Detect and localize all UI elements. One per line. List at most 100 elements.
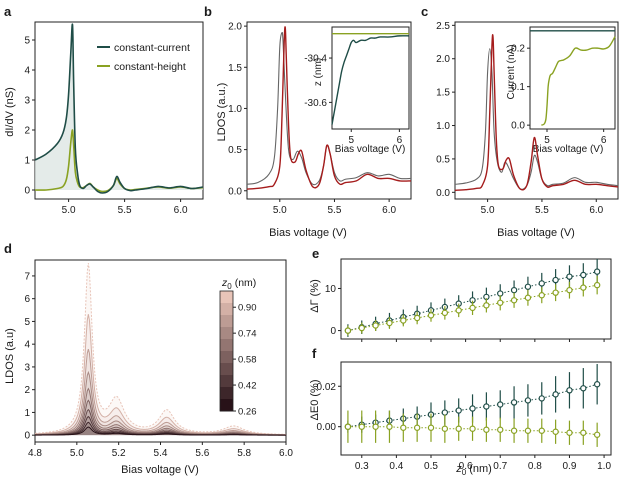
panel-a-xtick-label: 5.0 <box>62 205 76 216</box>
panel-f-point-constant-current <box>524 397 532 404</box>
panel-c-ytick-label: 0.5 <box>436 154 450 165</box>
panel-a-ytick-label: 2 <box>24 126 30 137</box>
colorbar-segment <box>220 375 233 388</box>
colorbar-segment <box>220 315 233 328</box>
panel-f-point-constant-height <box>455 425 462 432</box>
panel-a-ylabel: dI/dV (nS) <box>4 87 16 137</box>
panel-d-ytick-label: 0 <box>24 431 30 442</box>
panel-c-xlabel: Bias voltage (V) <box>497 227 575 239</box>
panel-c-frame <box>454 21 619 200</box>
panel-e-axes: 0 10 <box>325 258 612 342</box>
panel-f-point-constant-height <box>358 423 365 430</box>
colorbar-segment <box>220 327 233 340</box>
panel-f-xtick-label: 1.0 <box>597 461 611 472</box>
panel-f-point-constant-height <box>552 428 559 435</box>
legend-cc-label: constant-current <box>114 42 190 54</box>
panel-e-point-constant-height <box>538 292 545 299</box>
panel-f-point-constant-height <box>469 425 476 432</box>
panel-f-ytick-label: 0.02 <box>317 382 337 393</box>
panel-b-xlabel: Bias voltage (V) <box>269 227 347 239</box>
panel-b-ytick-label: 0.5 <box>228 145 242 156</box>
panel-f-point-constant-height <box>413 424 421 431</box>
panel-f-point-constant-current <box>510 399 518 406</box>
panel-b-line-fit <box>246 26 412 190</box>
panel-a-ytick-label: 4 <box>24 66 30 77</box>
colorbar-segment <box>220 303 233 316</box>
panel-f-xtick-label: 0.5 <box>424 461 438 472</box>
panel-c-inset-ytick-label: 0.0 <box>511 121 525 132</box>
panel-f-point-constant-current <box>455 407 462 414</box>
panel-d-axes: 4.8 5.0 5.2 5.4 5.6 5.8 6.0 0 1 2 3 4 5 6 7 0.90 0.74 0.5… <box>24 259 293 459</box>
legend-ch-label: constant-height <box>114 61 186 73</box>
panel-d-xtick-label: 4.8 <box>28 448 42 459</box>
panel-c-xtick-label: 6.0 <box>589 205 603 216</box>
panel-b-xtick-label: 5.5 <box>328 205 342 216</box>
panel-b-ytick-label: 1.0 <box>228 104 242 115</box>
panel-f-point-constant-current <box>469 405 476 412</box>
panel-f-axes: 0.3 0.4 0.5 0.6 0.7 0.8 0.9 1.0 0.00 0.02 <box>317 361 612 472</box>
panel-c-inset-axes: 5 6 0.0 0.1 0.2 <box>511 26 616 146</box>
panel-b-ylabel: LDOS (a.u.) <box>216 83 228 142</box>
panel-c-xtick-label: 5.5 <box>535 205 549 216</box>
panel-d-ytick-label: 2 <box>24 385 30 396</box>
panel-d-ytick-label: 4 <box>24 340 30 351</box>
panel-c-axes: 5.0 5.5 6.0 0.0 0.5 1.0 1.5 2.0 2.5 <box>436 21 619 216</box>
panel-d-xtick-label: 5.2 <box>112 448 126 459</box>
panel-e-point-constant-height <box>372 322 379 329</box>
panel-f-point-constant-height <box>566 429 573 436</box>
panel-a-ytick-label: 3 <box>24 96 30 107</box>
panel-f-point-constant-current <box>538 395 545 402</box>
panel-d-xtick-label: 5.0 <box>70 448 84 459</box>
colorbar-segment <box>220 339 233 352</box>
inset-b-xlabel: Bias voltage (V) <box>335 144 406 155</box>
panel-e-point-constant-current <box>524 283 532 290</box>
panel-f-point-constant-current <box>593 381 601 388</box>
panel-d-line-z0-0.74 <box>34 370 286 436</box>
panel-d-xtick-label: 5.4 <box>154 448 168 459</box>
inset-c-xlabel: Bias voltage (V) <box>533 144 604 155</box>
panel-e-point-constant-current <box>566 273 573 280</box>
panel-c-xtick-label: 5.0 <box>481 205 495 216</box>
panel-f-point-constant-current <box>497 401 504 408</box>
inset-b-ylabel: z (nm) <box>313 58 324 86</box>
panel-f-xtick-label: 0.9 <box>563 461 577 472</box>
panel-e-ylabel: ΔΓ (%) <box>309 279 321 313</box>
panel-f-ylabel: ΔE0 (%) <box>309 380 321 421</box>
panel-f-point-constant-height <box>580 429 587 436</box>
panel-b-inset-line-constant-current <box>331 35 410 125</box>
panel-letter-a: a <box>4 4 12 19</box>
colorbar-segment <box>220 363 233 376</box>
panel-f-point-constant-height <box>497 426 504 433</box>
colorbar-tick-label: 0.74 <box>238 329 257 340</box>
panel-a-xtick-label: 6.0 <box>174 205 188 216</box>
panel-e-point-constant-height <box>386 319 393 327</box>
panel-e-ytick-label: 0 <box>330 326 336 337</box>
panel-f-point-constant-height <box>344 423 352 430</box>
panel-e-point-constant-height <box>469 304 476 312</box>
panel-e-point-constant-height <box>400 317 407 324</box>
panel-c-inset-ytick-label: 0.1 <box>511 82 525 93</box>
colorbar-segment <box>220 351 233 364</box>
panel-e-point-constant-height <box>483 302 490 309</box>
panel-c-inset-background <box>530 27 615 129</box>
panel-e-point-constant-height <box>524 294 532 301</box>
colorbar-segment <box>220 399 233 412</box>
panel-a-axes: 5.0 5.5 6.0 0 1 2 3 4 5 <box>24 21 204 216</box>
panel-f-point-constant-height <box>593 431 601 438</box>
panel-e-point-constant-height <box>510 297 518 304</box>
panel-b-frame <box>246 21 412 200</box>
panel-letter-d: d <box>4 241 12 256</box>
colorbar-tick-label: 0.90 <box>238 303 257 314</box>
panel-d-ytick-label: 7 <box>24 271 30 282</box>
panel-f-point-constant-height <box>538 427 545 434</box>
colorbar-tick-label: 0.42 <box>238 381 257 392</box>
panel-a-frame <box>34 21 204 200</box>
panel-c-inset-ytick-label: 0.2 <box>511 44 525 55</box>
panel-b-xtick-label: 5.0 <box>273 205 287 216</box>
panel-c-inset-frame <box>529 26 616 130</box>
panel-b-ytick-label: 2.0 <box>228 22 242 33</box>
panel-b-ytick-label: 1.5 <box>228 63 242 74</box>
panel-letter-f: f <box>312 346 317 361</box>
panel-d-area-z0-0.34 <box>35 422 286 436</box>
